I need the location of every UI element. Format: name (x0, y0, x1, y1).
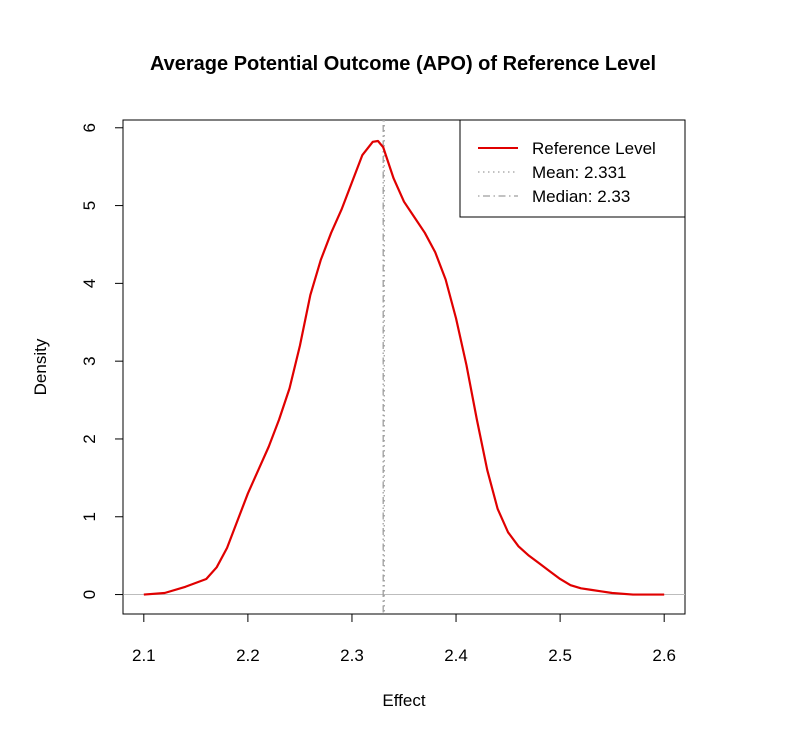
legend-label-reference-level: Reference Level (532, 139, 656, 158)
y-tick-label: 0 (80, 590, 99, 599)
y-tick-label: 6 (80, 123, 99, 132)
y-tick-label: 4 (80, 279, 99, 288)
x-tick-label: 2.6 (652, 646, 676, 665)
legend: Reference Level Mean: 2.331 Median: 2.33 (459, 119, 686, 218)
x-axis-label: Effect (382, 691, 425, 710)
x-tick-label: 2.1 (132, 646, 156, 665)
x-tick-label: 2.3 (340, 646, 364, 665)
y-tick-label: 2 (80, 434, 99, 443)
y-tick-label: 1 (80, 512, 99, 521)
legend-label-median: Median: 2.33 (532, 187, 630, 206)
y-axis-label: Density (31, 338, 50, 395)
density-curve-reference-level (143, 139, 665, 596)
chart-title: Average Potential Outcome (APO) of Refer… (150, 53, 656, 75)
legend-box (459, 119, 686, 218)
x-tick-label: 2.4 (444, 646, 468, 665)
x-tick-label: 2.5 (548, 646, 572, 665)
x-tick-label: 2.2 (236, 646, 260, 665)
y-tick-label: 3 (80, 356, 99, 365)
legend-label-mean: Mean: 2.331 (532, 163, 627, 182)
y-tick-label: 5 (80, 201, 99, 210)
